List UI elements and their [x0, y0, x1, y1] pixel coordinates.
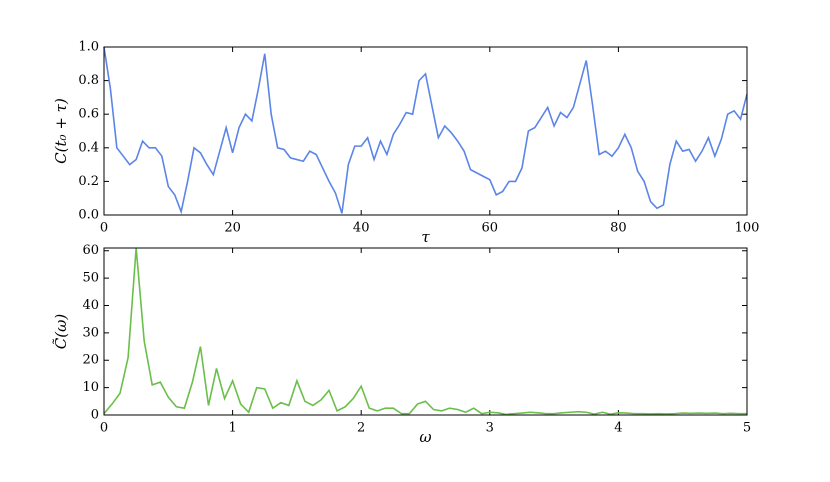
y-tick-label: 1.0	[78, 40, 99, 55]
x-tick-label: 2	[357, 421, 365, 436]
x-axis-label: τ	[421, 228, 430, 246]
y-tick-label: 60	[82, 243, 99, 258]
y-tick-label: 50	[82, 271, 99, 286]
y-axis-label: C̃(ω)	[52, 314, 70, 350]
x-tick-label: 100	[735, 221, 760, 236]
data-line	[103, 247, 747, 416]
y-tick-label: 0.0	[78, 208, 99, 223]
x-tick-label: 60	[482, 221, 499, 236]
x-tick-label: 4	[614, 421, 622, 436]
x-tick-label: 0	[100, 421, 108, 436]
y-tick-label: 0.6	[78, 107, 99, 122]
y-tick-label: 20	[82, 353, 99, 368]
x-tick-label: 40	[353, 221, 370, 236]
y-tick-label: 0.8	[78, 73, 99, 88]
x-tick-label: 20	[224, 221, 241, 236]
x-tick-label: 0	[100, 221, 108, 236]
x-axis-label: ω	[419, 428, 431, 446]
x-tick-label: 5	[743, 421, 751, 436]
data-line	[103, 46, 748, 215]
x-tick-label: 1	[228, 421, 236, 436]
y-tick-label: 0	[91, 408, 99, 423]
y-tick-label: 30	[82, 325, 99, 340]
y-tick-label: 10	[82, 380, 99, 395]
y-tick-label: 0.4	[78, 140, 99, 155]
y-axis-label: C(t₀ + τ)	[52, 98, 70, 164]
y-tick-label: 0.2	[78, 174, 99, 189]
y-tick-label: 40	[82, 298, 99, 313]
axes-frame	[103, 247, 748, 416]
x-tick-label: 3	[486, 421, 494, 436]
x-tick-label: 80	[610, 221, 627, 236]
axes-frame	[103, 46, 748, 216]
